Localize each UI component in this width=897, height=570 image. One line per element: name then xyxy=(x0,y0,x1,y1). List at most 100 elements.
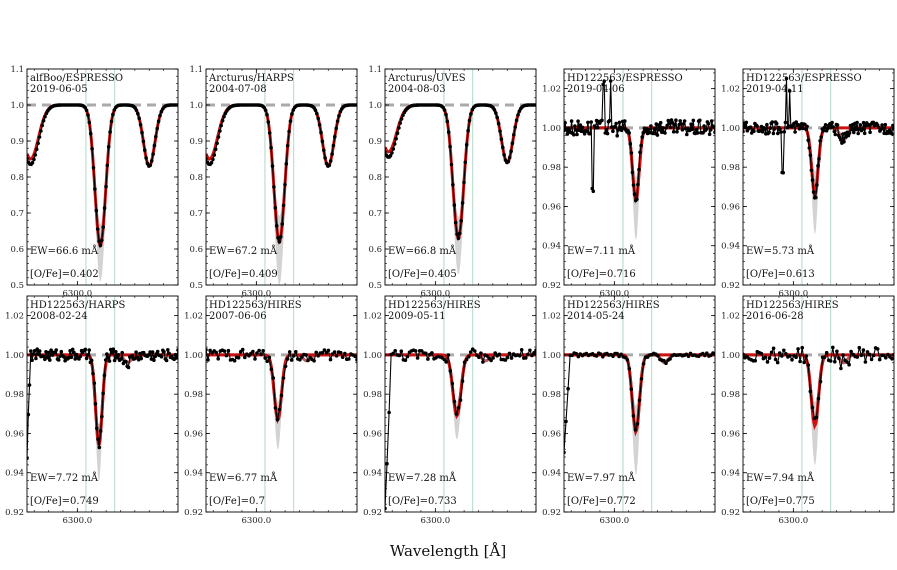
panel-2: 0.5 0.6 0.7 0.8 0.9 1.0 1.1 6300.0 Arcturus/HARP… xyxy=(189,65,358,299)
spectrum-point xyxy=(401,113,405,118)
spectrum-point xyxy=(317,123,322,127)
spectrum-point xyxy=(860,127,865,131)
spectrum-point xyxy=(126,365,131,370)
spectrum-point xyxy=(240,347,245,352)
spectrum-point xyxy=(625,358,630,362)
y-tick-label: 0.98 xyxy=(542,390,561,400)
spectrum-line xyxy=(564,352,715,453)
spectrum-point xyxy=(857,345,862,350)
spectrum-point xyxy=(808,153,813,158)
panel-1: 0.5 0.6 0.7 0.8 0.9 1.0 1.1 6300.0 alfBoo/ESPRES… xyxy=(10,65,179,299)
spectrum-point xyxy=(865,350,870,354)
spectrum-point xyxy=(281,203,286,208)
spectrum-point xyxy=(849,127,854,132)
spectrum-point xyxy=(665,123,669,128)
spectrum-point xyxy=(281,376,286,380)
panel-title: Arcturus/HARPS xyxy=(208,73,294,84)
y-tick-label: 0.94 xyxy=(5,469,24,479)
y-tick-label: 0.94 xyxy=(721,469,740,479)
spectrum-point xyxy=(139,356,143,361)
panel-date: 2008-02-24 xyxy=(30,311,88,322)
spectrum-point xyxy=(288,119,293,123)
spectrum-point xyxy=(781,170,785,175)
spectrum-point xyxy=(641,362,646,366)
spectrum-point xyxy=(456,406,461,410)
spectrum-point xyxy=(616,128,621,132)
spectrum-point xyxy=(206,358,210,362)
model-fit-line xyxy=(385,103,536,242)
spectrum-point xyxy=(458,398,463,402)
panel-title: HD122563/ESPRESSO xyxy=(567,73,683,84)
spectrum-point xyxy=(635,197,639,202)
spectrum-point xyxy=(640,135,644,139)
equivalent-width: EW=7.72 mÅ xyxy=(30,472,99,484)
y-tick-label: 1.0 xyxy=(189,101,203,111)
spectrum-point xyxy=(391,147,396,151)
spectrum-point xyxy=(627,131,631,135)
spectrum-point xyxy=(783,120,788,125)
y-tick-label: 1.00 xyxy=(363,351,382,361)
spectrum-point xyxy=(27,383,32,387)
spectrum-point xyxy=(528,348,532,353)
spectrum-point xyxy=(86,113,90,117)
spectrum-point xyxy=(854,127,858,132)
y-tick-label: 1.00 xyxy=(542,351,561,361)
spectrum-point xyxy=(388,153,393,158)
spectrum-point xyxy=(811,190,816,194)
spectrum-point xyxy=(877,357,882,362)
spectrum-point xyxy=(97,239,101,244)
spectrum-point xyxy=(141,139,146,144)
y-tick-label: 1.00 xyxy=(5,351,24,361)
x-tick-label: 6300.0 xyxy=(62,516,92,526)
spectrum-point xyxy=(753,358,757,363)
spectrum-point xyxy=(316,353,321,358)
spectrum-point xyxy=(817,157,821,161)
x-tick-label: 6300.0 xyxy=(420,289,450,299)
spectrum-point xyxy=(601,82,605,87)
spectrum-point xyxy=(680,127,685,132)
spectrum-point xyxy=(141,350,146,355)
spectrum-point xyxy=(652,127,656,131)
panel-date: 2004-07-08 xyxy=(209,84,267,95)
spectrum-point xyxy=(269,145,273,150)
y-tick-label: 0.5 xyxy=(189,281,203,291)
spectrum-point xyxy=(392,142,397,146)
spectrum-point xyxy=(880,123,884,127)
equivalent-width: EW=7.97 mÅ xyxy=(567,472,636,484)
spectrum-point xyxy=(498,129,502,133)
spectrum-point xyxy=(112,358,117,363)
spectrum-point xyxy=(566,126,571,130)
spectrum-point xyxy=(574,351,578,356)
spectrum-point xyxy=(782,348,786,353)
y-tick-label: 0.9 xyxy=(189,137,203,147)
spectrum-point xyxy=(334,354,339,358)
spectrum-point xyxy=(32,157,36,162)
panel-date: 2007-06-06 xyxy=(209,311,267,322)
x-axis-label: Wavelength [Å] xyxy=(390,542,506,560)
spectrum-point xyxy=(832,129,837,134)
spectrum-point xyxy=(505,355,510,360)
spectrum-point xyxy=(871,353,876,358)
spectrum-point xyxy=(467,118,472,123)
spectrum-point xyxy=(595,126,600,130)
spectrum-point xyxy=(775,360,780,365)
spectrum-point xyxy=(631,414,636,418)
panel-7: 0.92 0.94 0.96 0.98 1.00 1.02 6300.0 HD122563/H… xyxy=(184,295,358,526)
spectrum-point xyxy=(115,356,119,360)
spectrum-point xyxy=(110,351,114,355)
spectrum-point xyxy=(637,167,641,172)
spectrum-point xyxy=(771,346,776,351)
spectrum-point xyxy=(316,116,321,121)
spectrum-point xyxy=(322,348,327,352)
spectrum-point xyxy=(253,357,257,361)
spectrum-point xyxy=(494,111,498,115)
panel-date: 2014-05-24 xyxy=(567,311,625,322)
equivalent-width: EW=7.94 mÅ xyxy=(746,472,815,484)
spectrum-point xyxy=(154,134,158,139)
spectrum-point xyxy=(78,354,83,359)
spectrum-point xyxy=(657,127,662,132)
spectrum-point xyxy=(859,353,864,358)
spectrum-point xyxy=(333,134,337,139)
spectrum-point xyxy=(263,356,268,360)
y-tick-label: 0.96 xyxy=(542,429,561,439)
